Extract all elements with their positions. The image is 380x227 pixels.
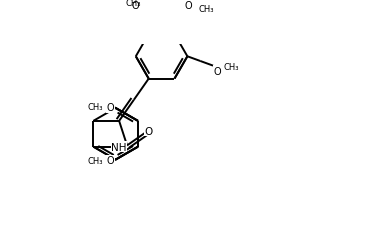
- Text: O: O: [131, 1, 139, 11]
- Text: CH₃: CH₃: [199, 5, 214, 14]
- Text: O: O: [107, 103, 114, 113]
- Text: CH₃: CH₃: [87, 103, 103, 112]
- Text: O: O: [107, 156, 114, 165]
- Text: CH₃: CH₃: [87, 157, 103, 166]
- Text: O: O: [184, 1, 192, 11]
- Text: O: O: [144, 126, 152, 136]
- Text: O: O: [213, 66, 221, 76]
- Text: CH₃: CH₃: [126, 0, 141, 8]
- Text: NH: NH: [111, 142, 127, 152]
- Text: CH₃: CH₃: [224, 62, 239, 72]
